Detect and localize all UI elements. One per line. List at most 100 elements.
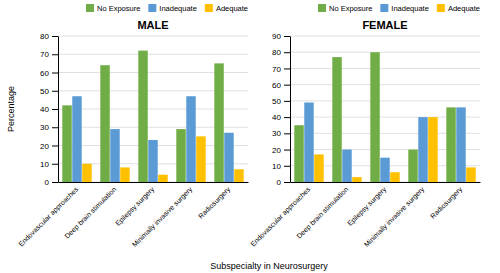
- y-tick-label: 90: [272, 32, 281, 41]
- title: FEMALE: [362, 19, 407, 31]
- chart: 0 10 20 30 40 50 60 70 80 Endovascular approaches…: [0, 0, 500, 273]
- y-tick-label: 0: [277, 178, 282, 187]
- bar: [428, 117, 437, 182]
- bar: [408, 150, 417, 182]
- y-tick: 10: [40, 160, 58, 169]
- bar: [196, 136, 205, 182]
- legend-label: Adequate: [216, 4, 248, 13]
- y-tick-mark: [52, 182, 58, 183]
- legend-swatch: [380, 4, 388, 12]
- bar: [62, 105, 71, 182]
- title: MALE: [137, 19, 168, 31]
- x-tick: Epilepsy surgery: [114, 185, 157, 228]
- y-tick: 80: [272, 48, 290, 57]
- y-tick-label: 70: [272, 65, 281, 74]
- legend-label: Inadequate: [391, 4, 429, 13]
- bar: [304, 103, 313, 182]
- series: [294, 52, 455, 182]
- x-tick-label: Deep brain stimulation: [295, 185, 350, 240]
- y-tick-mark: [284, 101, 290, 102]
- y-tick: 0: [45, 178, 58, 187]
- x-axis-line: [59, 182, 249, 183]
- y-tick-label: 30: [40, 123, 49, 132]
- y-tick-mark: [284, 52, 290, 53]
- x-tick: Deep brain stimulation: [295, 185, 350, 240]
- legend-label: No Exposure: [329, 4, 372, 13]
- legend-item: Adequate: [205, 4, 248, 13]
- bar: [446, 107, 455, 182]
- y-tick: 40: [40, 105, 58, 114]
- y-axis-line: [58, 37, 59, 183]
- legend: No Exposure Inadequate Adequate: [318, 4, 480, 13]
- x-tick: Minimally invasive surgery: [363, 185, 427, 249]
- x-tick: Endovascular approaches: [17, 185, 80, 248]
- grid: [58, 36, 248, 182]
- legend-label: No Exposure: [97, 4, 140, 13]
- y-tick: 60: [272, 81, 290, 90]
- series: [62, 51, 223, 182]
- y-tick-mark: [52, 109, 58, 110]
- x-tick-label: Radiosurgery: [429, 185, 464, 220]
- y-tick-mark: [284, 133, 290, 134]
- grid-line: [58, 54, 248, 55]
- grid-line: [290, 52, 480, 53]
- y-tick-mark: [52, 54, 58, 55]
- x-tick: Endovascular approaches: [249, 185, 312, 248]
- bar: [100, 65, 109, 182]
- y-tick: 40: [272, 113, 290, 122]
- y-tick-label: 40: [40, 105, 49, 114]
- y-tick: 60: [40, 69, 58, 78]
- bar: [314, 154, 323, 182]
- bar: [214, 63, 223, 182]
- x-tick-label: Endovascular approaches: [249, 185, 312, 248]
- y-tick-label: 60: [40, 69, 49, 78]
- y-tick-mark: [52, 91, 58, 92]
- y-tick-mark: [52, 146, 58, 147]
- series: [72, 96, 233, 182]
- bar: [370, 52, 379, 182]
- panel: 0102030405060708090Endovascular approach…: [249, 4, 480, 249]
- legend-swatch: [205, 4, 213, 12]
- bar: [380, 158, 389, 182]
- grid: [290, 36, 480, 182]
- y-tick-label: 10: [40, 160, 49, 169]
- bar: [234, 169, 243, 182]
- legend-swatch: [148, 4, 156, 12]
- x-tick-label: Minimally invasive surgery: [363, 185, 427, 249]
- bars: [294, 52, 475, 182]
- legend-label: Inadequate: [159, 4, 197, 13]
- legend: No Exposure Inadequate Adequate: [86, 4, 248, 13]
- bar: [110, 129, 119, 182]
- x-tick-label: Epilepsy surgery: [114, 185, 157, 228]
- y-tick-label: 50: [272, 97, 281, 106]
- y-axis: 01020304050607080: [40, 32, 58, 187]
- y-tick: 70: [272, 65, 290, 74]
- y-tick: 10: [272, 162, 290, 171]
- y-axis: 0102030405060708090: [272, 32, 290, 187]
- grid-line: [290, 68, 480, 69]
- panel: 01020304050607080Endovascular approaches…: [6, 4, 249, 249]
- bar: [72, 96, 81, 182]
- y-tick: 30: [40, 123, 58, 132]
- y-tick: 20: [40, 142, 58, 151]
- y-tick-label: 50: [40, 87, 49, 96]
- x-tick: Minimally invasive surgery: [131, 185, 195, 249]
- y-tick-mark: [284, 85, 290, 86]
- y-tick-label: 0: [45, 178, 50, 187]
- bar: [352, 177, 361, 182]
- bar: [456, 107, 465, 182]
- bar: [148, 140, 157, 182]
- bar: [332, 57, 341, 182]
- y-tick-label: 20: [40, 142, 49, 151]
- x-tick-label: Deep brain stimulation: [63, 185, 118, 240]
- bar: [390, 172, 399, 182]
- bar: [418, 117, 427, 182]
- y-tick-mark: [284, 36, 290, 37]
- y-tick: 20: [272, 146, 290, 155]
- y-tick-label: 70: [40, 50, 49, 59]
- legend-item: Inadequate: [380, 4, 429, 13]
- y-tick-mark: [52, 36, 58, 37]
- x-tick-label: Minimally invasive surgery: [131, 185, 195, 249]
- legend-item: Adequate: [437, 4, 480, 13]
- grid-line: [290, 36, 480, 37]
